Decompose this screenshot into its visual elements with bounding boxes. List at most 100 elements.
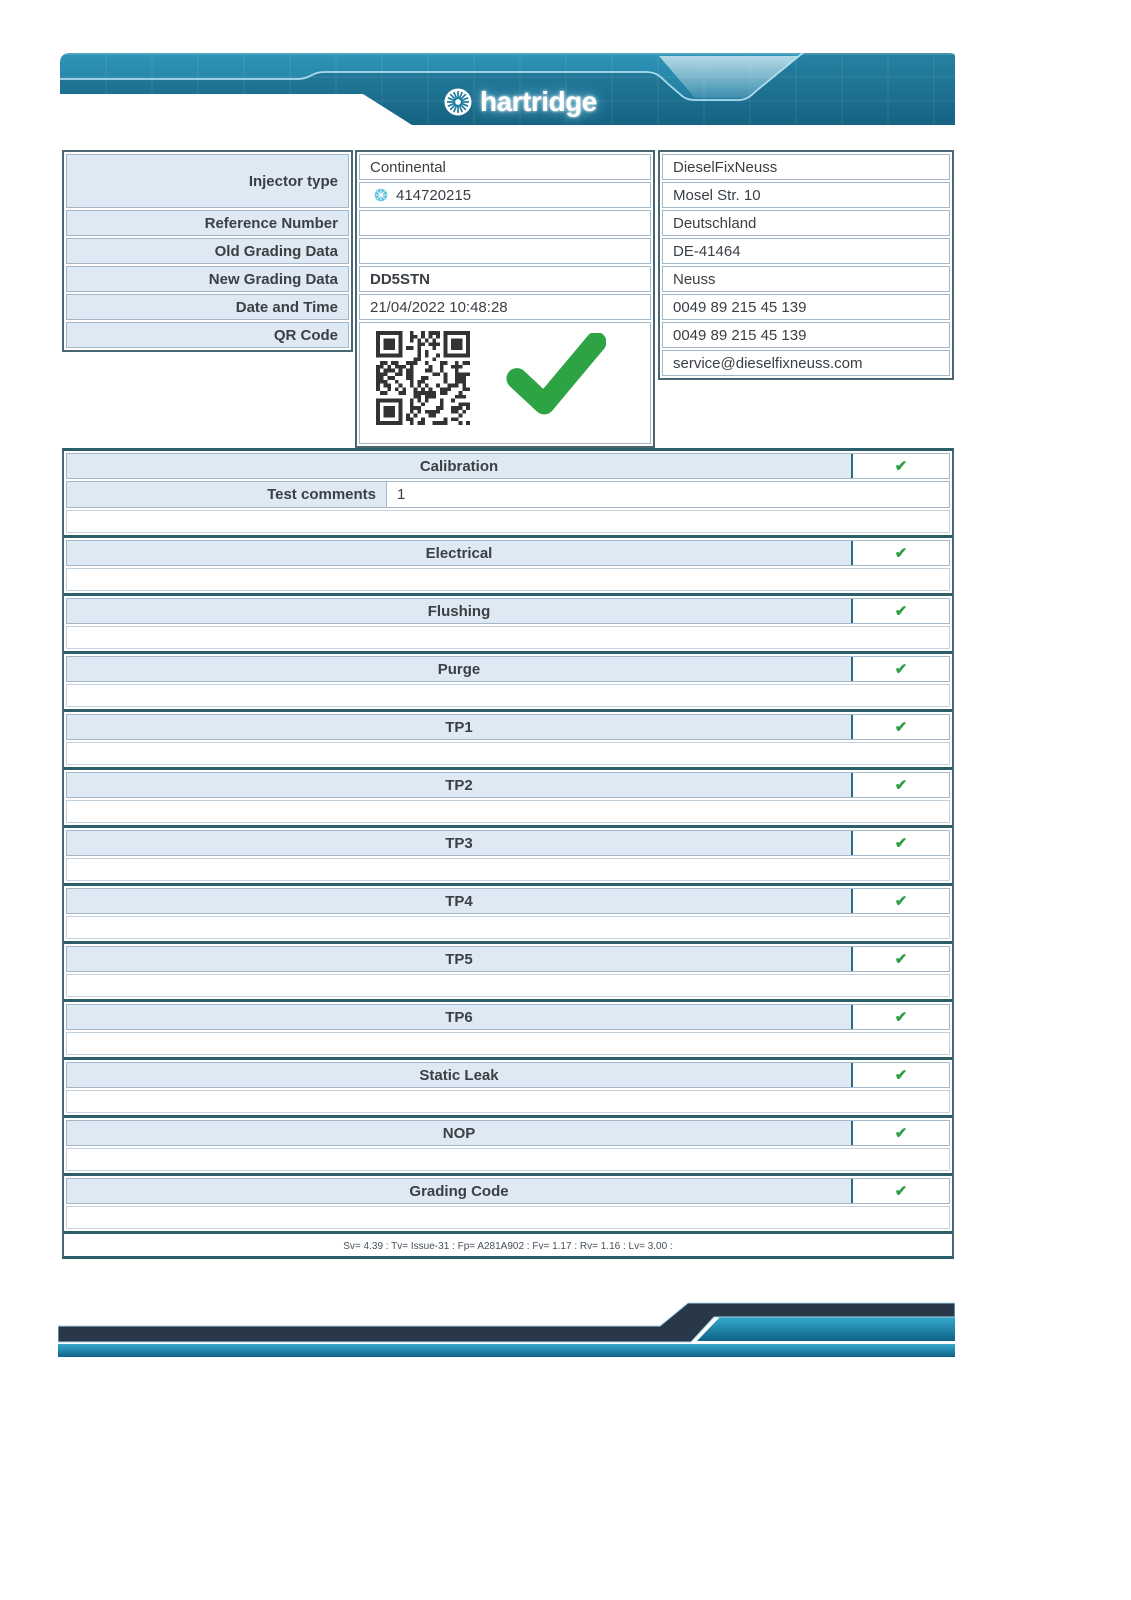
check-glyph: ✔ [894, 950, 908, 968]
test-section-name: Electrical [425, 544, 493, 562]
injector-serial-text: 414720215 [396, 186, 472, 204]
test-pass-check-icon: ✔ [851, 454, 949, 478]
test-section-name: Flushing [427, 602, 491, 620]
test-section-row-tp6: TP6 ✔ [66, 1004, 950, 1030]
test-section-row-nop: NOP ✔ [66, 1120, 950, 1146]
check-glyph: ✔ [894, 1008, 908, 1026]
spacer-row [66, 974, 950, 997]
section-divider [64, 767, 952, 770]
test-pass-check-icon: ✔ [851, 947, 949, 971]
workshop-phone-2: 0049 89 215 45 139 [662, 322, 950, 348]
label-reference-number: Reference Number [66, 210, 349, 236]
label-new-grading-data: New Grading Data [66, 266, 349, 292]
test-comments-row: Test comments 1 [66, 481, 950, 508]
spacer-row [66, 1090, 950, 1113]
test-pass-check-icon: ✔ [851, 1179, 949, 1203]
test-pass-check-icon: ✔ [851, 715, 949, 739]
test-section-row-purge: Purge ✔ [66, 656, 950, 682]
value-injector-serial: 414720215 [359, 182, 651, 208]
spacer-row [66, 800, 950, 823]
test-section-row-flushing: Flushing ✔ [66, 598, 950, 624]
test-section-name: NOP [442, 1124, 476, 1142]
check-glyph: ✔ [894, 892, 908, 910]
test-pass-check-icon: ✔ [851, 773, 949, 797]
section-divider [64, 593, 952, 596]
label-date-and-time: Date and Time [66, 294, 349, 320]
spacer-row [66, 1032, 950, 1055]
test-pass-check-icon: ✔ [851, 1063, 949, 1087]
spacer-row [66, 742, 950, 765]
test-section-row-tp1: TP1 ✔ [66, 714, 950, 740]
test-section-row-calibration: Calibration ✔ [66, 453, 950, 479]
test-section-name: TP5 [445, 950, 473, 968]
spacer-row [66, 684, 950, 707]
test-pass-check-icon: ✔ [851, 657, 949, 681]
check-glyph: ✔ [894, 1066, 908, 1084]
section-divider [64, 1231, 952, 1234]
workshop-city: Neuss [662, 266, 950, 292]
label-qr-code: QR Code [66, 322, 349, 348]
header-banner [60, 53, 955, 125]
test-section-row-tp3: TP3 ✔ [66, 830, 950, 856]
check-glyph: ✔ [894, 602, 908, 620]
wheel-icon [444, 88, 472, 116]
workshop-street: Mosel Str. 10 [662, 182, 950, 208]
section-divider [64, 651, 952, 654]
test-section-name: Static Leak [419, 1066, 499, 1084]
test-section-name: TP2 [445, 776, 473, 794]
test-section-name: TP4 [445, 892, 473, 910]
section-divider [64, 941, 952, 944]
injector-info-table: Injector type Reference Number Old Gradi… [62, 150, 954, 452]
value-reference-number [359, 210, 651, 236]
check-glyph: ✔ [894, 1124, 908, 1142]
workshop-phone-1: 0049 89 215 45 139 [662, 294, 950, 320]
test-section-row-tp2: TP2 ✔ [66, 772, 950, 798]
test-results-table: Calibration ✔ Test comments 1 Electrical… [62, 448, 954, 1259]
test-comments-value: 1 [397, 486, 406, 503]
brand-logo: hartridge [443, 84, 597, 120]
qr-verified-check-icon [506, 333, 606, 415]
test-section-name: Purge [437, 660, 481, 678]
value-date-and-time: 21/04/2022 10:48:28 [359, 294, 651, 320]
footer-banner [58, 1302, 955, 1357]
test-section-row-tp4: TP4 ✔ [66, 888, 950, 914]
spacer-row [66, 1206, 950, 1229]
spacer-row [66, 626, 950, 649]
section-divider [64, 709, 952, 712]
check-glyph: ✔ [894, 457, 908, 475]
section-divider [64, 1115, 952, 1118]
qr-code-cell [359, 322, 651, 444]
label-old-grading-data: Old Grading Data [66, 238, 349, 264]
workshop-country: Deutschland [662, 210, 950, 236]
wheel-icon [374, 188, 388, 202]
spacer-row [66, 858, 950, 881]
test-section-row-static-leak: Static Leak ✔ [66, 1062, 950, 1088]
test-pass-check-icon: ✔ [851, 889, 949, 913]
check-glyph: ✔ [894, 660, 908, 678]
check-glyph: ✔ [894, 1182, 908, 1200]
test-pass-check-icon: ✔ [851, 1121, 949, 1145]
section-divider [64, 825, 952, 828]
section-divider [64, 1173, 952, 1176]
workshop-contact-column: DieselFixNeuss Mosel Str. 10 Deutschland… [658, 150, 954, 380]
spacer-row [66, 1148, 950, 1171]
test-section-row-grading-code: Grading Code ✔ [66, 1178, 950, 1204]
label-injector-type: Injector type [66, 154, 349, 208]
brand-name: hartridge [480, 86, 597, 117]
test-section-name: Grading Code [409, 1182, 509, 1200]
workshop-postcode: DE-41464 [662, 238, 950, 264]
section-divider [64, 999, 952, 1002]
test-section-name: TP3 [445, 834, 473, 852]
spacer-row [66, 510, 950, 533]
section-divider [64, 1057, 952, 1060]
check-glyph: ✔ [894, 834, 908, 852]
check-glyph: ✔ [894, 544, 908, 562]
value-injector-make: Continental [359, 154, 651, 180]
workshop-email: service@dieselfixneuss.com [662, 350, 950, 376]
value-old-grading-data [359, 238, 651, 264]
value-new-grading-data: DD5STN [359, 266, 651, 292]
workshop-name: DieselFixNeuss [662, 154, 950, 180]
section-divider [64, 883, 952, 886]
spacer-row [66, 568, 950, 591]
